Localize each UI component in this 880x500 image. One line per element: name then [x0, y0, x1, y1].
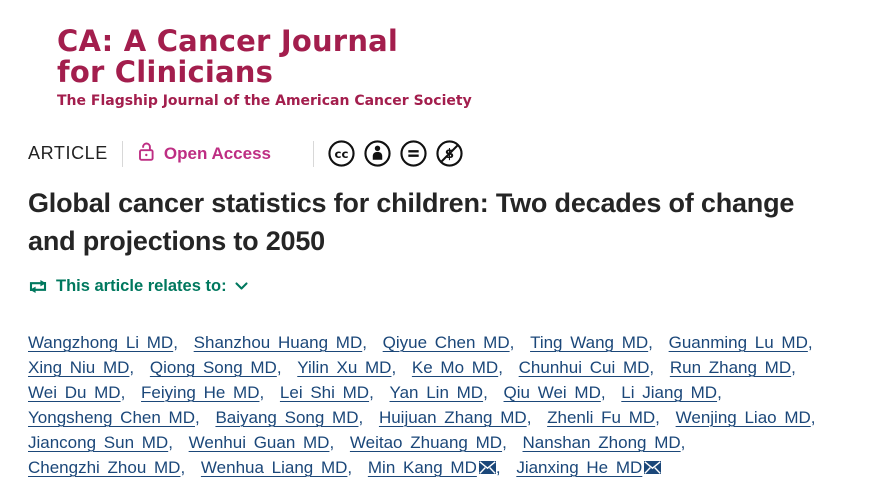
meta-divider — [121, 140, 123, 167]
author-link[interactable]: Qiyue Chen MD — [382, 333, 510, 352]
author-link[interactable]: Zhenli Fu MD — [547, 408, 656, 427]
meta-divider — [313, 140, 314, 167]
journal-name-line2: for Clinicians — [57, 55, 274, 89]
author-link[interactable]: Chunhui Cui MD — [518, 358, 650, 377]
open-access-badge: Open Access — [137, 141, 271, 167]
author-separator: , — [129, 358, 142, 377]
author-separator: , — [649, 358, 662, 377]
cc-by-attribution-icon — [364, 140, 391, 167]
relates-to-label: This article relates to: — [56, 277, 227, 295]
author-link[interactable]: Yan Lin MD — [389, 383, 484, 402]
author-link[interactable]: Qiu Wei MD — [503, 383, 601, 402]
author-separator: , — [120, 383, 134, 402]
open-lock-icon — [137, 141, 156, 167]
author-link[interactable]: Yongsheng Chen MD — [28, 408, 195, 427]
author-separator: , — [498, 358, 511, 377]
cc-nc-non-commercial-icon: $ — [436, 140, 463, 167]
author-separator: , — [391, 358, 404, 377]
author-separator: , — [509, 333, 523, 352]
author-link[interactable]: Jianxing He MD — [516, 458, 643, 477]
author-separator: , — [807, 333, 813, 352]
relates-to-toggle[interactable]: This article relates to: — [28, 277, 880, 296]
author-separator: , — [180, 458, 193, 477]
email-icon[interactable] — [644, 456, 662, 481]
author-link[interactable]: Feiying He MD — [141, 383, 260, 402]
article-type-label: ARTICLE — [28, 143, 108, 163]
author-link[interactable]: Ting Wang MD — [530, 333, 649, 352]
author-link[interactable]: Min Kang MD — [367, 458, 477, 477]
author-separator: , — [648, 333, 661, 352]
journal-name-line1: CA: A Cancer Journal — [57, 24, 399, 58]
author-link[interactable]: Chengzhi Zhou MD — [28, 458, 181, 477]
chevron-down-icon — [235, 282, 248, 291]
author-separator: , — [362, 333, 375, 352]
cc-icon: cc — [328, 140, 355, 167]
cc-nd-no-derivatives-icon — [400, 140, 427, 167]
author-separator: , — [526, 408, 540, 427]
author-separator: , — [168, 433, 181, 452]
author-link[interactable]: Weitao Zhuang MD — [349, 433, 503, 452]
author-separator: , — [358, 408, 371, 427]
author-separator: , — [502, 433, 515, 452]
author-separator: , — [655, 408, 668, 427]
author-link[interactable]: Huijuan Zhang MD — [378, 408, 527, 427]
author-separator: , — [717, 383, 722, 402]
journal-tagline: The Flagship Journal of the American Can… — [57, 93, 472, 109]
author-separator: , — [680, 433, 686, 452]
author-separator: , — [259, 383, 272, 402]
author-link[interactable]: Run Zhang MD — [669, 358, 792, 377]
author-link[interactable]: Li Jiang MD — [621, 383, 718, 402]
cc-license-link[interactable]: cc $ — [328, 140, 463, 167]
author-link[interactable]: Wenhui Guan MD — [188, 433, 330, 452]
author-link[interactable]: Baiyang Song MD — [215, 408, 359, 427]
author-link[interactable]: Shanzhou Huang MD — [193, 333, 363, 352]
author-separator: , — [173, 333, 186, 352]
relates-repeat-icon — [28, 278, 48, 295]
author-link[interactable]: Yilin Xu MD — [297, 358, 392, 377]
author-link[interactable]: Wenhua Liang MD — [200, 458, 348, 477]
author-link[interactable]: Guanming Lu MD — [668, 333, 808, 352]
author-separator: , — [791, 358, 796, 377]
author-separator: , — [347, 458, 360, 477]
author-link[interactable]: Lei Shi MD — [279, 383, 370, 402]
author-link[interactable]: Wenjing Liao MD — [675, 408, 811, 427]
author-list: Wangzhong Li MD, Shanzhou Huang MD, Qiyu… — [28, 330, 860, 481]
svg-text:cc: cc — [335, 147, 349, 161]
author-link[interactable]: Wangzhong Li MD — [28, 333, 174, 352]
author-link[interactable]: Qiong Song MD — [149, 358, 277, 377]
author-link[interactable]: Ke Mo MD — [411, 358, 499, 377]
email-icon[interactable] — [478, 456, 496, 481]
author-link[interactable]: Nanshan Zhong MD — [522, 433, 681, 452]
journal-logo[interactable]: CA: A Cancer Journal for Clinicians The … — [57, 26, 880, 110]
author-separator: , — [369, 383, 382, 402]
author-link[interactable]: Jiancong Sun MD — [28, 433, 169, 452]
author-link[interactable]: Xing Niu MD — [28, 358, 130, 377]
open-access-label: Open Access — [163, 143, 271, 163]
author-separator: , — [329, 433, 342, 452]
article-title: Global cancer statistics for children: T… — [28, 188, 795, 256]
author-separator: , — [810, 408, 816, 427]
article-meta-row: ARTICLE Open Access cc — [28, 140, 880, 167]
author-link[interactable]: Wei Du MD — [28, 383, 121, 402]
author-separator: , — [276, 358, 290, 377]
author-separator: , — [600, 383, 614, 402]
author-separator: , — [495, 458, 509, 477]
author-separator: , — [483, 383, 496, 402]
author-separator: , — [195, 408, 208, 427]
